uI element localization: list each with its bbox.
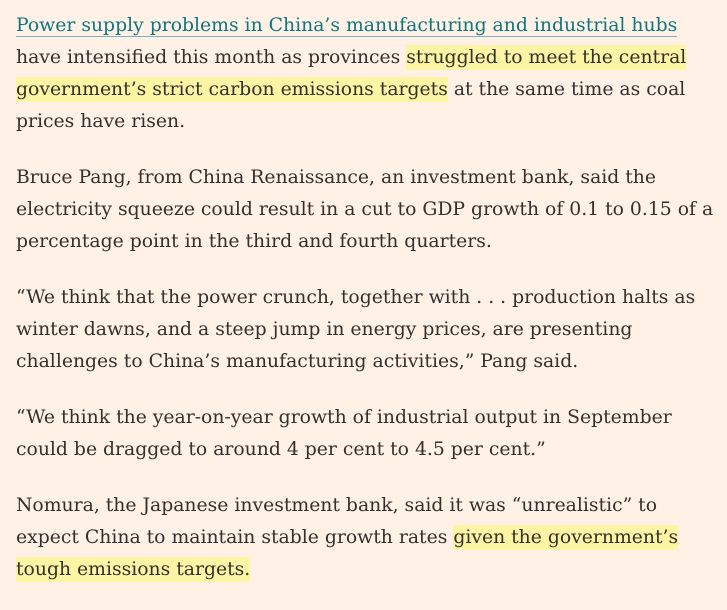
- paragraph-4: “We think the year-on-year growth of ind…: [16, 407, 672, 460]
- article-body: Power supply problems in China’s manufac…: [16, 10, 718, 610]
- paragraph-1-text-1: have intensified this month as provinces: [16, 47, 407, 68]
- paragraph-5: Nomura, the Japanese investment bank, sa…: [16, 490, 718, 586]
- paragraph-1-text-2: at the same time as coal prices have ris…: [16, 79, 686, 132]
- power-supply-link[interactable]: Power supply problems in China’s manufac…: [16, 15, 678, 37]
- paragraph-5-text-1: Nomura, the Japanese investment bank, sa…: [16, 495, 658, 548]
- paragraph-3: “We think that the power crunch, togethe…: [16, 287, 696, 372]
- paragraph-2: Bruce Pang, from China Renaissance, an i…: [16, 167, 714, 252]
- paragraph-1: Power supply problems in China’s manufac…: [16, 10, 718, 138]
